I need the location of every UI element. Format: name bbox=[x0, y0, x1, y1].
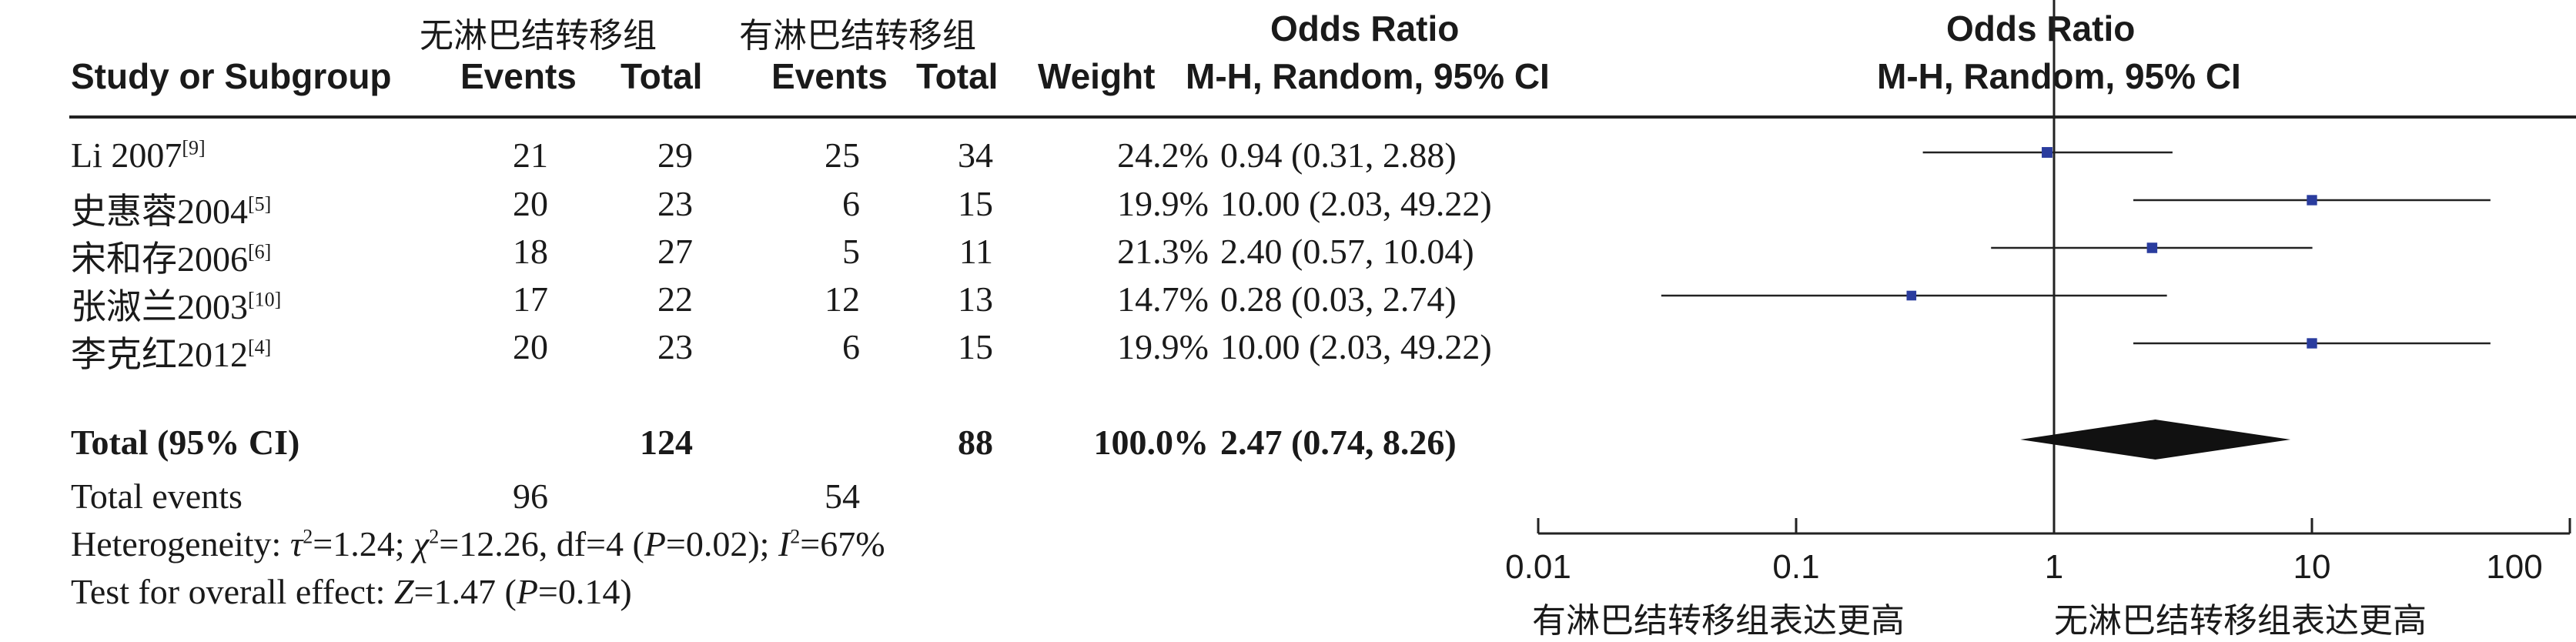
study-ci: 0.28 (0.03, 2.74) bbox=[1220, 279, 1457, 319]
study-point-marker bbox=[2307, 195, 2317, 206]
study-events1: 20 bbox=[513, 327, 548, 366]
study-name: 宋和存2006[6] bbox=[71, 231, 271, 282]
study-name: 史惠蓉2004[5] bbox=[71, 183, 271, 234]
study-point-marker bbox=[2042, 147, 2052, 158]
axis-tick-label: 0.01 bbox=[1505, 548, 1571, 586]
study-ci: 0.94 (0.31, 2.88) bbox=[1220, 135, 1457, 175]
study-events1: 17 bbox=[513, 279, 548, 319]
axis-tick-label: 1 bbox=[2044, 548, 2064, 586]
study-weight: 24.2% bbox=[1117, 135, 1209, 175]
study-events1: 18 bbox=[513, 232, 548, 271]
group2-label: 有淋巴结转移组 bbox=[739, 16, 976, 55]
events-label: Total events bbox=[71, 476, 243, 516]
study-label: Li 2007 bbox=[71, 135, 182, 175]
study-weight: 14.7% bbox=[1117, 279, 1209, 319]
events-events2: 54 bbox=[825, 476, 860, 516]
study-events1: 20 bbox=[513, 184, 548, 223]
study-label: 史惠蓉2004 bbox=[71, 192, 248, 231]
total-total2: 88 bbox=[958, 423, 993, 462]
total-label: Total (95% CI) bbox=[71, 423, 300, 462]
study-label: 张淑兰2003 bbox=[71, 287, 248, 326]
col-events2: Events bbox=[771, 56, 888, 96]
study-ci: 10.00 (2.03, 49.22) bbox=[1220, 184, 1492, 223]
study-point-marker bbox=[1906, 290, 1917, 301]
col-or-method: M-H, Random, 95% CI bbox=[1186, 56, 1550, 96]
study-total1: 22 bbox=[657, 279, 693, 319]
heterogeneity-text: Heterogeneity: τ2=1.24; χ2=12.26, df=4 (… bbox=[71, 524, 885, 563]
col-study: Study or Subgroup bbox=[71, 56, 392, 96]
events-events1: 96 bbox=[513, 476, 548, 516]
plot-method: M-H, Random, 95% CI bbox=[1877, 56, 2241, 96]
study-weight: 19.9% bbox=[1117, 184, 1209, 223]
total-ci: 2.47 (0.74, 8.26) bbox=[1220, 423, 1457, 462]
col-total2: Total bbox=[916, 56, 999, 96]
col-weight: Weight bbox=[1038, 56, 1156, 96]
study-ci: 10.00 (2.03, 49.22) bbox=[1220, 327, 1492, 366]
study-total2: 34 bbox=[958, 135, 993, 175]
study-name: Li 2007[9] bbox=[71, 135, 206, 176]
axis-left-label: 有淋巴结转移组表达更高 bbox=[1532, 601, 1905, 640]
study-total2: 11 bbox=[958, 232, 993, 271]
overall-effect-text: Test for overall effect: Z=1.47 (P=0.14) bbox=[71, 572, 632, 611]
total-total1: 124 bbox=[640, 423, 693, 462]
col-total1: Total bbox=[621, 56, 703, 96]
col-events1: Events bbox=[460, 56, 577, 96]
pooled-diamond bbox=[2020, 420, 2291, 460]
group1-label: 无淋巴结转移组 bbox=[420, 16, 657, 55]
study-point-marker bbox=[2146, 242, 2158, 253]
study-total1: 23 bbox=[657, 184, 693, 223]
study-total2: 15 bbox=[958, 327, 993, 366]
study-total1: 27 bbox=[657, 232, 693, 271]
study-name: 李克红2012[4] bbox=[71, 326, 271, 377]
study-events2: 25 bbox=[825, 135, 860, 175]
header-rule bbox=[69, 115, 2576, 119]
study-reference: [5] bbox=[248, 192, 272, 216]
study-events2: 6 bbox=[842, 327, 860, 366]
study-total1: 23 bbox=[657, 327, 693, 366]
study-events2: 5 bbox=[842, 232, 860, 271]
axis-tick-label: 100 bbox=[2486, 548, 2543, 586]
study-total2: 13 bbox=[958, 279, 993, 319]
study-name: 张淑兰2003[10] bbox=[71, 279, 281, 329]
study-total1: 29 bbox=[657, 135, 693, 175]
study-reference: [9] bbox=[182, 136, 206, 159]
study-events2: 12 bbox=[825, 279, 860, 319]
study-reference: [4] bbox=[248, 336, 272, 359]
plot-title: Odds Ratio bbox=[1946, 8, 2136, 48]
study-total2: 15 bbox=[958, 184, 993, 223]
study-point-marker bbox=[2307, 338, 2317, 349]
study-weight: 19.9% bbox=[1117, 327, 1209, 366]
study-weight: 21.3% bbox=[1117, 232, 1209, 271]
study-ci: 2.40 (0.57, 10.04) bbox=[1220, 232, 1474, 271]
axis-tick-label: 10 bbox=[2293, 548, 2331, 586]
study-events2: 6 bbox=[842, 184, 860, 223]
axis-tick-label: 0.1 bbox=[1772, 548, 1820, 586]
study-events1: 21 bbox=[513, 135, 548, 175]
study-label: 李克红2012 bbox=[71, 335, 248, 374]
study-reference: [10] bbox=[248, 288, 282, 311]
col-or-title: Odds Ratio bbox=[1270, 8, 1460, 48]
total-weight: 100.0% bbox=[1093, 423, 1209, 462]
axis-right-label: 无淋巴结转移组表达更高 bbox=[2054, 601, 2427, 640]
study-label: 宋和存2006 bbox=[71, 239, 248, 279]
study-reference: [6] bbox=[248, 240, 272, 263]
